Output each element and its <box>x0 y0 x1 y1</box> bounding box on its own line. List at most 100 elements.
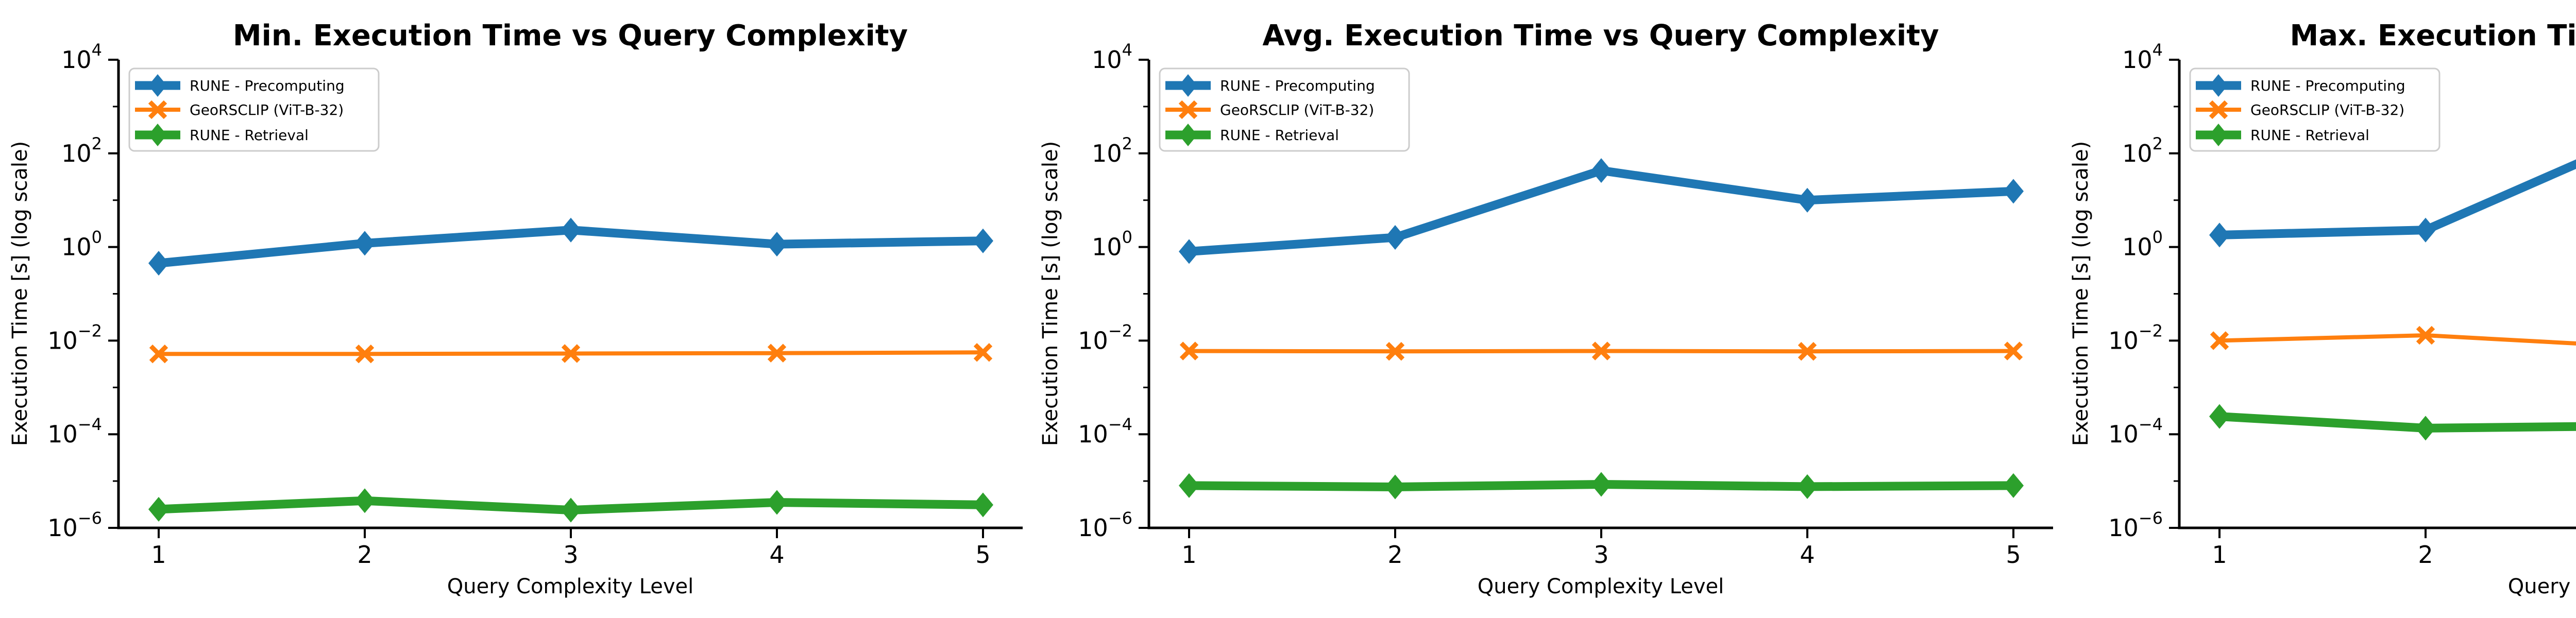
data-point-x-georsclip-vit-b-32 <box>355 345 375 364</box>
legend-marker-georsclip-vit-b-32 <box>1178 100 1198 119</box>
y-tick-label: 10−2 <box>47 321 102 354</box>
chart-max-svg: Max. Execution Time vs Query Complexity … <box>2069 19 2576 598</box>
x-tick-label: 1 <box>1181 541 1196 569</box>
data-point-diamond-rune-precomputing <box>148 251 169 276</box>
data-point-diamond-rune-precomputing <box>354 231 375 256</box>
legend-box <box>2189 67 2441 152</box>
series-line-rune-retrieval <box>2219 412 2576 433</box>
data-point-diamond-rune-retrieval <box>1591 472 1612 497</box>
y-tick-label: 10−2 <box>1078 321 1132 354</box>
x-axis-label: Query Complexity Level <box>2508 575 2576 598</box>
y-tick-label: 10−6 <box>1078 508 1132 542</box>
data-point-diamond-rune-precomputing <box>767 232 787 257</box>
legend-label-rune-precomputing: RUNE - Precomputing <box>1220 77 1375 94</box>
y-tick-label: 100 <box>1092 228 1132 261</box>
data-point-diamond-rune-retrieval <box>1385 474 1405 500</box>
legend-label-rune-precomputing: RUNE - Precomputing <box>2250 77 2405 94</box>
x-axis-label: Query Complexity Level <box>447 575 694 598</box>
y-tick-label: 10−6 <box>2108 508 2163 542</box>
legend-box <box>128 67 380 152</box>
data-point-diamond-rune-retrieval <box>148 496 169 522</box>
chart-title: Max. Execution Time vs Query Complexity <box>2290 19 2576 53</box>
y-tick-label: 10−4 <box>2108 415 2163 448</box>
chart-avg-svg: Avg. Execution Time vs Query Complexity … <box>1039 19 2053 598</box>
data-point-diamond-rune-retrieval <box>1797 474 1818 499</box>
data-point-x-georsclip-vit-b-32 <box>2210 331 2229 350</box>
legend-label-rune-precomputing: RUNE - Precomputing <box>190 77 345 94</box>
y-tick-label: 102 <box>61 134 102 167</box>
x-tick-label: 1 <box>151 541 166 569</box>
y-axis-label: Execution Time [s] (log scale) <box>8 141 32 446</box>
data-point-x-georsclip-vit-b-32 <box>2416 325 2435 345</box>
legend-marker-rune-retrieval <box>2209 124 2228 146</box>
y-tick-label: 10−6 <box>47 508 102 542</box>
series-line-georsclip-vit-b-32 <box>2219 333 2576 346</box>
legend-marker-georsclip-vit-b-32 <box>2209 100 2228 119</box>
chart-title: Min. Execution Time vs Query Complexity <box>233 19 908 53</box>
y-tick-label: 102 <box>2122 134 2163 167</box>
data-point-diamond-rune-precomputing <box>1385 225 1405 250</box>
data-point-diamond-rune-precomputing <box>2209 222 2230 248</box>
y-tick-label: 10−4 <box>1078 415 1132 448</box>
data-point-diamond-rune-retrieval <box>2003 473 2024 498</box>
data-point-x-georsclip-vit-b-32 <box>1179 341 1199 360</box>
chart-min-execution-time: Min. Execution Time vs Query Complexity … <box>0 0 1030 618</box>
x-tick-label: 5 <box>2006 541 2021 569</box>
data-point-x-georsclip-vit-b-32 <box>2004 341 2023 360</box>
data-point-diamond-rune-retrieval <box>973 492 993 518</box>
y-tick-label: 104 <box>1092 40 1132 74</box>
data-point-diamond-rune-retrieval <box>561 497 581 523</box>
series-line-rune-precomputing <box>2219 159 2576 239</box>
data-point-x-georsclip-vit-b-32 <box>1798 342 1817 361</box>
legend-marker-rune-precomputing <box>148 74 167 97</box>
x-tick-label: 3 <box>563 541 578 569</box>
data-point-diamond-rune-precomputing <box>561 217 581 243</box>
legend-label-georsclip-vit-b-32: GeoRSCLIP (ViT-B-32) <box>2250 101 2404 118</box>
x-axis-label: Query Complexity Level <box>1478 575 1724 598</box>
y-tick-label: 104 <box>2122 40 2163 74</box>
legend-marker-georsclip-vit-b-32 <box>148 100 167 119</box>
legend-box <box>1159 67 1410 152</box>
data-point-x-georsclip-vit-b-32 <box>767 344 787 363</box>
y-tick-label: 10−4 <box>47 415 102 448</box>
data-point-x-georsclip-vit-b-32 <box>973 343 993 362</box>
chart-min-svg: Min. Execution Time vs Query Complexity … <box>8 19 1023 598</box>
data-point-diamond-rune-retrieval <box>767 490 787 515</box>
data-point-x-georsclip-vit-b-32 <box>1591 341 1611 360</box>
legend-label-rune-retrieval: RUNE - Retrieval <box>1220 127 1339 144</box>
data-point-diamond-rune-precomputing <box>2003 179 2024 204</box>
legend-marker-rune-precomputing <box>1179 74 1197 97</box>
legend-label-georsclip-vit-b-32: GeoRSCLIP (ViT-B-32) <box>1220 101 1374 118</box>
y-tick-label: 100 <box>2122 228 2163 261</box>
data-point-diamond-rune-precomputing <box>1179 239 1199 264</box>
data-point-x-georsclip-vit-b-32 <box>561 344 581 363</box>
legend-label-georsclip-vit-b-32: GeoRSCLIP (ViT-B-32) <box>190 101 344 118</box>
y-tick-label: 102 <box>1092 134 1132 167</box>
data-point-diamond-rune-retrieval <box>2415 416 2436 441</box>
data-point-diamond-rune-precomputing <box>1797 187 1818 213</box>
y-tick-label: 100 <box>61 228 102 261</box>
data-point-diamond-rune-retrieval <box>354 488 375 513</box>
data-point-diamond-rune-precomputing <box>2415 217 2436 243</box>
legend-label-rune-retrieval: RUNE - Retrieval <box>190 127 309 144</box>
data-point-x-georsclip-vit-b-32 <box>149 345 168 364</box>
x-tick-label: 5 <box>975 541 990 569</box>
x-tick-label: 2 <box>1387 541 1402 569</box>
chart-max-execution-time: Max. Execution Time vs Query Complexity … <box>2061 0 2576 618</box>
data-point-x-georsclip-vit-b-32 <box>1385 342 1405 361</box>
x-tick-label: 4 <box>769 541 784 569</box>
legend-marker-rune-retrieval <box>1179 124 1197 146</box>
y-axis-label: Execution Time [s] (log scale) <box>2069 141 2093 446</box>
x-tick-label: 3 <box>1594 541 1608 569</box>
legend-marker-rune-precomputing <box>2209 74 2228 97</box>
y-tick-label: 10−2 <box>2108 321 2163 354</box>
chart-avg-execution-time: Avg. Execution Time vs Query Complexity … <box>1030 0 2061 618</box>
legend-marker-rune-retrieval <box>148 124 167 146</box>
data-point-diamond-rune-precomputing <box>1591 158 1612 183</box>
x-tick-label: 2 <box>357 541 372 569</box>
chart-title: Avg. Execution Time vs Query Complexity <box>1262 19 1939 53</box>
